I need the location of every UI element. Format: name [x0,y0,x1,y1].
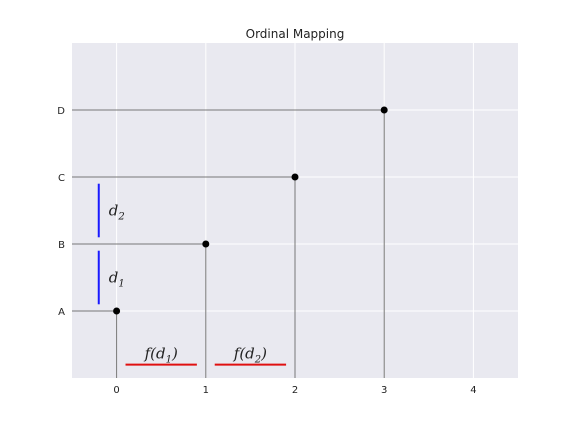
mapped-distance-label: f(d2) [233,345,267,366]
mapped-distance-label: f(d1) [144,345,178,366]
data-point [113,308,120,315]
x-tick-label: 2 [292,385,298,396]
y-tick-label: C [58,173,65,184]
data-point [202,241,209,248]
data-point [292,174,299,181]
data-point [381,107,388,114]
y-tick-label: D [57,106,65,117]
y-tick-label: B [58,240,65,251]
x-tick-label: 4 [470,385,476,396]
chart-title: Ordinal Mapping [246,27,345,41]
x-tick-label: 3 [381,385,387,396]
y-tick-label: A [58,307,65,318]
x-tick-label: 1 [203,385,209,396]
x-tick-label: 0 [113,385,119,396]
